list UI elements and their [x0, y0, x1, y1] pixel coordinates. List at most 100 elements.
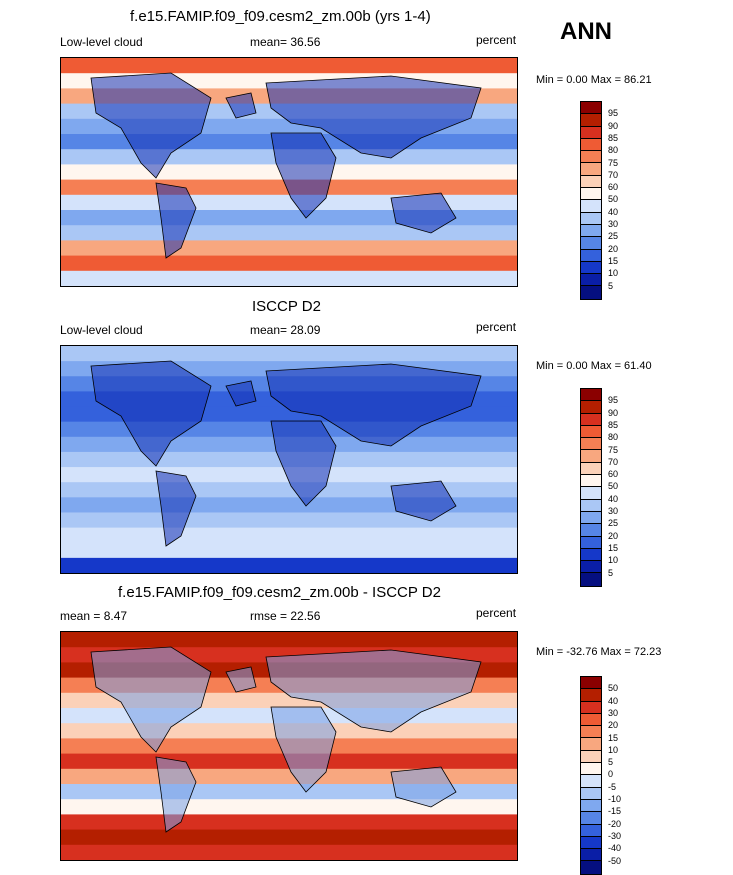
colorbar-swatch — [581, 188, 601, 201]
colorbar-swatch — [581, 200, 601, 213]
colorbar-label: 50 — [608, 481, 619, 492]
lat-band — [61, 225, 517, 241]
panel1-map — [60, 57, 518, 287]
colorbar-swatch — [581, 249, 601, 262]
colorbar-label: 15 — [608, 732, 619, 743]
panel1-title: f.e15.FAMIP.f09_f09.cesm2_zm.00b (yrs 1-… — [130, 8, 431, 25]
colorbar-swatch — [581, 677, 601, 690]
colorbar-swatch — [581, 413, 601, 426]
colorbar-label: 85 — [608, 132, 619, 143]
colorbar-swatch — [581, 487, 601, 500]
colorbar-label: 20 — [608, 720, 619, 731]
colorbar-label: 50 — [608, 683, 619, 694]
colorbar-swatch — [581, 726, 601, 739]
colorbar-label: -15 — [608, 806, 622, 817]
continent-outline — [270, 420, 337, 507]
continent-outline — [265, 363, 482, 447]
panel1-colorbar: 95 90 85 80 75 70 60 50 40 30 25 20 15 10 5 — [580, 101, 618, 300]
lat-band — [61, 557, 517, 573]
colorbar-label: 10 — [608, 744, 619, 755]
lat-band — [61, 346, 517, 362]
panel2-colorbar-swatches — [580, 388, 602, 587]
colorbar-swatch — [581, 286, 601, 299]
panel1-colorbar-swatches — [580, 101, 602, 300]
lat-band — [61, 527, 517, 544]
colorbar-label: 0 — [608, 769, 614, 780]
colorbar-label: 95 — [608, 395, 619, 406]
colorbar-swatch — [581, 561, 601, 574]
lat-band — [61, 799, 517, 815]
colorbar-swatch — [581, 401, 601, 414]
panel3-heatmap — [61, 632, 517, 860]
panel3-units: percent — [476, 606, 517, 620]
colorbar-swatch — [581, 462, 601, 476]
colorbar-label: 70 — [608, 456, 619, 467]
continent-outline — [90, 72, 212, 179]
colorbar-swatch — [581, 237, 601, 250]
colorbar-label: -20 — [608, 818, 622, 829]
colorbar-swatch — [581, 224, 601, 238]
colorbar-label: 40 — [608, 695, 619, 706]
continent-outline — [390, 766, 457, 808]
colorbar-label: 80 — [608, 145, 619, 156]
colorbar-swatch — [581, 763, 601, 776]
panel1-mean: mean= 36.56 — [250, 35, 321, 49]
lat-band — [61, 542, 517, 559]
panel2-colorbar: 95 90 85 80 75 70 60 50 40 30 25 20 15 10 5 — [580, 388, 618, 587]
panel3-colorbar: 50 40 30 20 15 10 5 0 -5 -10 -15 -20 -30 -40 -50 — [580, 676, 621, 875]
colorbar-label: -10 — [608, 794, 622, 804]
colorbar-label: 90 — [608, 407, 619, 418]
colorbar-swatch — [581, 701, 601, 714]
continent-outline — [390, 192, 457, 234]
colorbar-swatch — [581, 212, 601, 225]
colorbar-label: 80 — [608, 432, 619, 443]
colorbar-label: 5 — [608, 567, 614, 578]
colorbar-label: 85 — [608, 419, 619, 430]
panel2-units: percent — [476, 320, 517, 334]
panel2-variable-label: Low-level cloud — [60, 323, 143, 337]
colorbar-label: 20 — [608, 530, 619, 541]
colorbar-swatch — [581, 102, 601, 115]
panel1-units: percent — [476, 33, 517, 47]
colorbar-swatch — [581, 849, 601, 862]
panel2-heatmap — [61, 346, 517, 573]
colorbar-swatch — [581, 713, 601, 727]
colorbar-swatch — [581, 114, 601, 127]
continent-outline — [155, 470, 197, 547]
colorbar-label: -30 — [608, 830, 622, 841]
lat-band — [61, 844, 517, 860]
panel2-mean: mean= 28.09 — [250, 323, 321, 337]
lat-band — [61, 58, 517, 74]
lat-band — [61, 814, 517, 831]
colorbar-swatch — [581, 799, 601, 813]
season-label: ANN — [560, 18, 612, 45]
colorbar-swatch — [581, 175, 601, 189]
continent-outline — [155, 182, 197, 259]
colorbar-swatch — [581, 389, 601, 402]
panel3-minmax: Min = -32.76 Max = 72.23 — [536, 646, 662, 658]
panel2-minmax: Min = 0.00 Max = 61.40 — [536, 360, 652, 372]
continent-outline — [270, 706, 337, 793]
colorbar-swatch — [581, 261, 601, 275]
colorbar-label: 20 — [608, 243, 619, 254]
colorbar-label: 40 — [608, 493, 619, 504]
colorbar-label: 30 — [608, 506, 619, 516]
colorbar-swatch — [581, 425, 601, 439]
continent-outline — [390, 480, 457, 522]
continent-outline — [270, 132, 337, 219]
colorbar-swatch — [581, 274, 601, 287]
colorbar-label: 15 — [608, 542, 619, 553]
lat-band — [61, 270, 517, 286]
panel3-rmse: rmse = 22.56 — [250, 609, 321, 623]
colorbar-swatch — [581, 138, 601, 152]
continent-outline — [225, 666, 257, 693]
colorbar-swatch — [581, 548, 601, 562]
continent-outline — [225, 92, 257, 119]
colorbar-label: 60 — [608, 182, 619, 193]
panel3-mean: mean = 8.47 — [60, 609, 128, 623]
colorbar-label: 10 — [608, 268, 619, 279]
panel1-variable-label: Low-level cloud — [60, 35, 143, 49]
panel1-heatmap — [61, 58, 517, 286]
panel3-map — [60, 631, 518, 861]
continent-outline — [155, 756, 197, 833]
